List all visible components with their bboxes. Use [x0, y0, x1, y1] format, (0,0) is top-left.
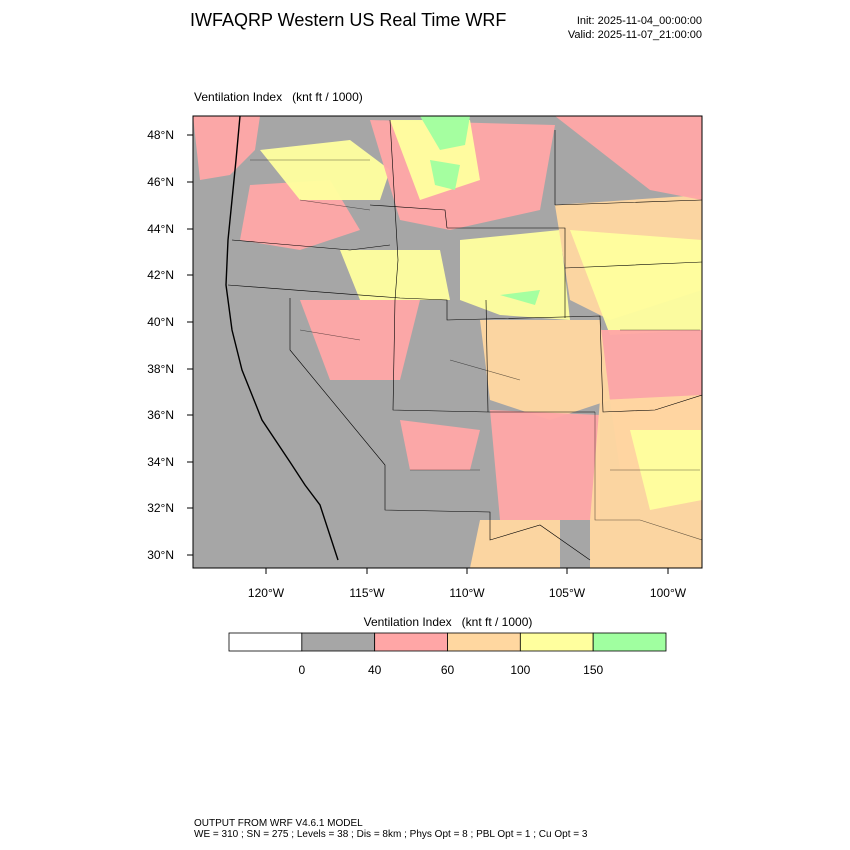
colorbar: 0 40 60 100 150 — [228, 632, 667, 677]
lon-labels: 120°W 115°W 110°W 105°W 100°W — [248, 568, 687, 600]
footer-line: OUTPUT FROM WRF V4.6.1 MODEL — [194, 818, 363, 829]
map-frame — [192, 115, 703, 569]
title: IWFAQRP Western US Real Time WRF — [190, 10, 506, 30]
colorbar-bin — [374, 632, 448, 652]
lat-label: 44°N — [147, 222, 174, 236]
field-region — [400, 420, 480, 470]
lat-label: 40°N — [147, 315, 174, 329]
field-region — [420, 116, 470, 150]
lat-label: 30°N — [147, 548, 174, 562]
colorbar-label: 0 — [298, 663, 305, 677]
field-region — [500, 290, 540, 305]
lat-label: 46°N — [147, 175, 174, 189]
lon-label: 105°W — [549, 586, 586, 600]
boundaries — [225, 116, 702, 561]
field-region — [340, 250, 450, 300]
lon-label: 115°W — [349, 586, 385, 600]
colorbar-bin — [519, 632, 594, 652]
field-region — [430, 160, 460, 190]
colorbar-bin — [301, 632, 376, 652]
field-region — [460, 230, 570, 320]
field-region — [555, 116, 702, 200]
colorbar-label: 60 — [441, 663, 455, 677]
lon-label: 110°W — [449, 586, 485, 600]
colorbar-label: 100 — [510, 663, 530, 677]
lat-label: 36°N — [147, 408, 174, 422]
colorbar-label: 40 — [368, 663, 382, 677]
field-region — [260, 140, 390, 200]
map-field — [193, 116, 702, 568]
field-region — [570, 230, 702, 335]
lat-label: 34°N — [147, 455, 174, 469]
state-line — [231, 119, 702, 413]
field-label: Ventilation Index (knt ft / 1000) — [194, 90, 363, 104]
lat-label: 32°N — [147, 501, 174, 515]
field-region — [470, 520, 560, 568]
lat-labels: 48°N 46°N 44°N 42°N 40°N 38°N 36°N 34°N 32°N 30°N — [147, 128, 193, 562]
colorbar-bin — [592, 632, 667, 652]
county-line — [250, 159, 702, 541]
footer-line: WE = 310 ; SN = 275 ; Levels = 38 ; Dis … — [194, 829, 588, 840]
state-line — [289, 298, 591, 561]
field-region — [490, 410, 600, 520]
coastline — [225, 116, 339, 561]
lat-label: 48°N — [147, 128, 174, 142]
colorbar-bin — [228, 632, 303, 652]
valid-time: Valid: 2025-11-07_21:00:00 — [568, 29, 702, 41]
lat-label: 42°N — [147, 268, 174, 282]
init-time: Init: 2025-11-04_00:00:00 — [577, 15, 702, 27]
colorbar-title: Ventilation Index (knt ft / 1000) — [364, 615, 533, 629]
field-region — [193, 116, 260, 180]
colorbar-bin — [447, 632, 521, 652]
lat-label: 38°N — [147, 362, 174, 376]
field-region — [480, 320, 610, 420]
state-line — [227, 284, 702, 413]
colorbar-label: 150 — [583, 663, 603, 677]
lon-label: 100°W — [650, 586, 687, 600]
lon-label: 120°W — [248, 586, 285, 600]
